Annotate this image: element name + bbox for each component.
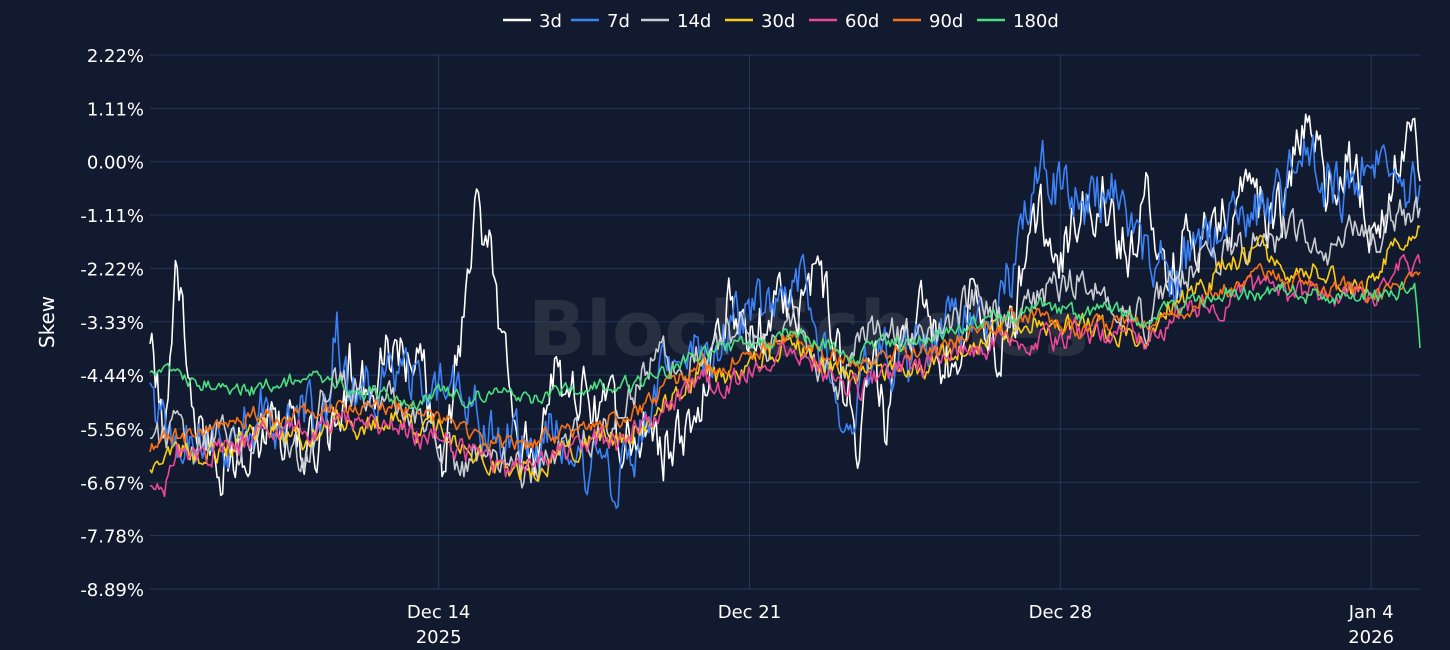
y-tick-label: -3.33%: [80, 313, 144, 334]
legend[interactable]: 3d 7d 14d 30d 60d 90d 180d: [503, 11, 1059, 32]
y-tick-label: 0.00%: [87, 153, 144, 174]
y-tick-label: -7.78%: [80, 527, 144, 548]
x-tick-label: Jan 4: [1348, 602, 1394, 623]
legend-item-3d[interactable]: 3d: [503, 11, 562, 32]
y-tick-label: -4.44%: [80, 366, 144, 387]
series-line-14d: [149, 196, 1421, 489]
legend-label: 30d: [761, 11, 795, 32]
series-line-180d: [149, 281, 1421, 411]
y-tick-label: -6.67%: [80, 473, 144, 494]
y-tick-label: 2.22%: [87, 46, 144, 67]
legend-item-14d[interactable]: 14d: [641, 11, 711, 32]
series-line-60d: [149, 253, 1421, 498]
legend-label: 3d: [539, 11, 562, 32]
legend-item-60d[interactable]: 60d: [809, 11, 879, 32]
x-tick-year-label: 2025: [416, 627, 462, 648]
y-axis-label: Skew: [35, 296, 59, 348]
x-axis: Dec 14 2025 Dec 21 Dec 28 Jan 4 2026: [407, 602, 1394, 648]
series-layer: [149, 113, 1421, 509]
y-tick-label: 1.11%: [87, 99, 144, 120]
legend-item-180d[interactable]: 180d: [977, 11, 1059, 32]
y-tick-label: -8.89%: [80, 580, 144, 601]
x-tick-label: Dec 28: [1029, 602, 1092, 623]
legend-label: 7d: [607, 11, 630, 32]
y-tick-label: -1.11%: [80, 206, 144, 227]
legend-label: 90d: [929, 11, 963, 32]
legend-item-7d[interactable]: 7d: [571, 11, 630, 32]
legend-item-30d[interactable]: 30d: [725, 11, 795, 32]
y-tick-label: -5.56%: [80, 420, 144, 441]
legend-label: 60d: [845, 11, 879, 32]
y-axis: 2.22% 1.11% 0.00% -1.11% -2.22% -3.33% -4.44% -…: [80, 46, 144, 601]
legend-label: 180d: [1013, 11, 1059, 32]
legend-label: 14d: [677, 11, 711, 32]
series-line-90d: [149, 262, 1421, 453]
x-tick-year-label: 2026: [1348, 627, 1394, 648]
x-tick-label: Dec 21: [718, 602, 781, 623]
y-tick-label: -2.22%: [80, 259, 144, 280]
legend-item-90d[interactable]: 90d: [893, 11, 963, 32]
x-tick-label: Dec 14: [407, 602, 470, 623]
